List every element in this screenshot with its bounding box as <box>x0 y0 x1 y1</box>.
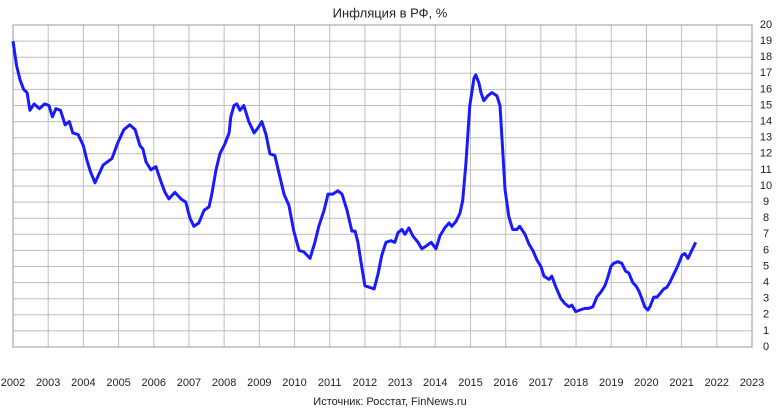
x-tick-label: 2017 <box>529 377 553 389</box>
x-tick-label: 2005 <box>106 377 130 389</box>
x-tick-label: 2009 <box>247 377 271 389</box>
y-tick-label: 18 <box>760 51 772 63</box>
x-tick-label: 2012 <box>353 377 377 389</box>
y-tick-label: 5 <box>763 260 769 272</box>
x-tick-label: 2010 <box>282 377 306 389</box>
y-tick-label: 11 <box>760 164 771 176</box>
y-tick-label: 8 <box>763 212 769 224</box>
y-tick-label: 4 <box>763 277 769 289</box>
x-tick-label: 2003 <box>36 377 60 389</box>
y-tick-label: 19 <box>760 35 772 47</box>
x-tick-label: 2023 <box>740 377 764 389</box>
x-tick-label: 2019 <box>599 377 623 389</box>
x-tick-label: 2013 <box>388 377 412 389</box>
source-note: Источник: Росстат, FinNews.ru <box>313 396 466 408</box>
x-tick-label: 2007 <box>177 377 201 389</box>
x-tick-label: 2016 <box>493 377 517 389</box>
y-tick-label: 13 <box>760 132 772 144</box>
y-tick-label: 14 <box>760 116 772 128</box>
x-tick-label: 2015 <box>458 377 482 389</box>
y-tick-label: 0 <box>763 341 769 353</box>
x-tick-label: 2020 <box>634 377 658 389</box>
y-tick-label: 16 <box>760 83 772 95</box>
y-tick-label: 1 <box>763 325 769 337</box>
chart-title: Инфляция в РФ, % <box>333 5 448 20</box>
y-tick-label: 7 <box>763 228 769 240</box>
x-tick-label: 2004 <box>71 377 95 389</box>
y-tick-label: 9 <box>763 196 769 208</box>
x-tick-label: 2006 <box>142 377 166 389</box>
y-tick-label: 6 <box>763 244 769 256</box>
y-tick-label: 2 <box>763 309 769 321</box>
x-tick-label: 2011 <box>318 377 342 389</box>
plot-border <box>12 24 753 348</box>
y-tick-label: 12 <box>760 148 772 160</box>
x-tick-label: 2018 <box>564 377 588 389</box>
x-tick-label: 2002 <box>1 377 25 389</box>
x-tick-label: 2022 <box>705 377 729 389</box>
y-tick-label: 20 <box>760 19 772 31</box>
x-tick-label: 2014 <box>423 377 447 389</box>
y-tick-label: 17 <box>760 67 772 79</box>
x-tick-label: 2008 <box>212 377 236 389</box>
y-tick-label: 10 <box>760 180 772 192</box>
y-tick-label: 15 <box>760 99 772 111</box>
data-line <box>11 40 698 314</box>
y-tick-label: 3 <box>763 293 769 305</box>
x-tick-label: 2021 <box>669 377 693 389</box>
